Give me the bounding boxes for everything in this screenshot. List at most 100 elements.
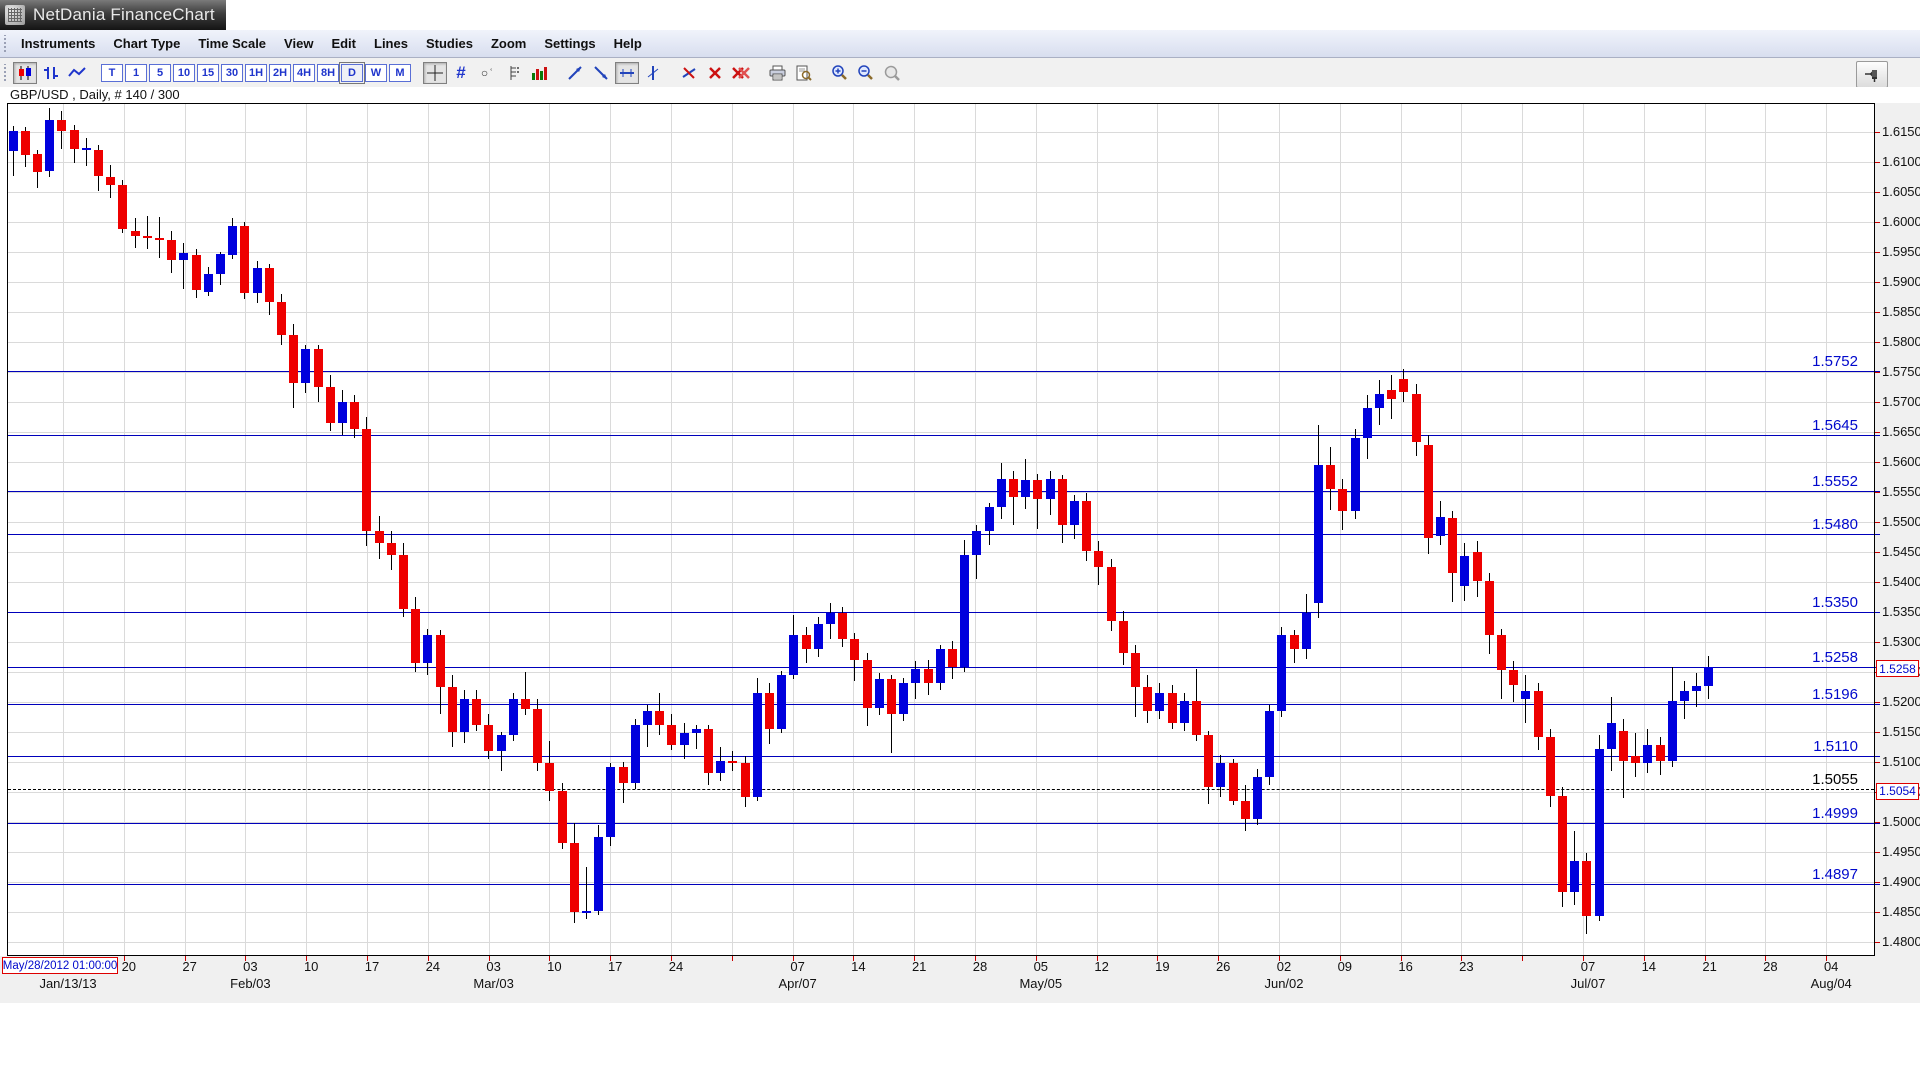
menu-gripper[interactable] [3,35,8,52]
menu-help[interactable]: Help [613,36,642,51]
timeframe-4h-button[interactable]: 4H [293,63,315,82]
candle [752,693,762,797]
timeframe-2h-button[interactable]: 2H [269,63,291,82]
price-axis-tick [1875,462,1880,464]
price-axis-tick [1875,822,1880,824]
menu-studies[interactable]: Studies [425,36,473,51]
price-axis-label: 1.5800 [1882,334,1920,350]
price-level-label: 1.5055 [1812,771,1858,789]
vertical-line-button[interactable] [641,62,665,84]
time-gridline [671,104,672,955]
candle-wick [85,138,87,166]
toolbar-gripper[interactable] [3,64,8,81]
price-level-axis-tick [1875,490,1880,492]
candle [398,555,408,610]
price-level-label: 1.5196 [1812,686,1858,704]
time-axis-day-label: 14 [1641,959,1657,974]
price-gridline [8,582,1874,584]
print-button[interactable] [765,62,789,84]
ohlc-chart-button[interactable] [39,62,63,84]
price-axis-tick [1875,552,1880,554]
menu-chart-type[interactable]: Chart Type [113,36,181,51]
zoom-reset-button[interactable] [879,62,903,84]
timeframe-30m-button[interactable]: 30 [221,63,243,82]
timeframe-15m-button[interactable]: 15 [197,63,219,82]
candle [1191,700,1201,735]
horizontal-line-button[interactable] [615,61,639,84]
price-level-axis-tick [1875,612,1880,614]
price-gridline [8,492,1874,494]
price-level-line [8,789,1874,791]
price-axis[interactable]: 1.6150 1.6100 1.6050 1.6000 1.5950 1.5900 1.58… [1875,103,1920,957]
candle [1252,777,1262,820]
menu-view[interactable]: View [284,36,314,51]
delete-all-button[interactable] [729,62,753,84]
candle [1338,489,1348,512]
degrees-button[interactable]: ○ ʿ [475,62,499,84]
time-gridline [63,104,64,955]
time-axis-tick [488,956,490,961]
candle [581,910,591,913]
timeframe-5m-button[interactable]: 5 [149,63,171,82]
price-axis-label: 1.5100 [1882,754,1920,770]
timeframe-1m-button[interactable]: 1 [125,63,147,82]
trendline-down-button[interactable] [589,62,613,84]
candle [667,724,677,746]
trendline-up-button[interactable] [563,62,587,84]
timeframe-8h-button[interactable]: 8H [317,63,339,82]
menu-instruments[interactable]: Instruments [21,36,96,51]
chart-plot-area[interactable]: 1.5752 1.5645 1.5552 1.5480 1.5350 1.5258 1.51… [7,103,1875,956]
delete-button[interactable] [703,62,727,84]
print-preview-button[interactable] [791,62,815,84]
price-gridline [8,192,1874,194]
candle [899,682,909,714]
timeframe-monthly-button[interactable]: M [389,63,411,82]
time-axis-tick [1400,956,1402,961]
menu-time-scale[interactable]: Time Scale [198,36,267,51]
menu-settings[interactable]: Settings [544,36,596,51]
candle [1240,801,1250,820]
menu-zoom[interactable]: Zoom [490,36,527,51]
price-axis-tick [1875,732,1880,734]
price-axis-label: 1.5700 [1882,394,1920,410]
candle [825,613,835,625]
time-axis-day-label: 27 [182,959,197,974]
time-axis[interactable]: May/28/2012 01:00:00 20 27 03 10 17 24 03 10 17 2… [0,956,1920,1003]
time-axis-day-label: 24 [425,959,441,974]
price-gridline [8,852,1874,854]
price-gridline [8,552,1874,554]
timeframe-daily-button[interactable]: D [339,61,365,84]
price-level-axis-tick [1875,704,1880,706]
print-preview-icon [796,65,812,81]
zoom-out-button[interactable] [853,62,877,84]
candle-wick [1525,675,1527,724]
price-marks-button[interactable] [501,62,525,84]
timeframe-weekly-button[interactable]: W [365,63,387,82]
volume-button[interactable] [527,62,551,84]
menu-lines[interactable]: Lines [374,36,408,51]
grid-button[interactable]: # [449,62,473,84]
timeframe-tick-button[interactable]: T [101,63,123,82]
candlestick-chart-button[interactable] [13,61,37,84]
candle [1496,634,1506,670]
pin-toolbar-button[interactable] [1856,61,1888,88]
price-axis-label: 1.5550 [1882,484,1920,500]
price-axis-label: 1.5900 [1882,274,1920,290]
line-chart-button[interactable] [65,62,89,84]
delete-line-button[interactable] [677,62,701,84]
menu-edit[interactable]: Edit [331,36,356,51]
price-axis-tick [1875,582,1880,584]
candle [1387,390,1397,400]
timeframe-10m-button[interactable]: 10 [173,63,195,82]
zoom-in-button[interactable] [827,62,851,84]
price-axis-label: 1.5650 [1882,424,1920,440]
price-level-label: 1.5258 [1812,649,1858,667]
crosshair-button[interactable] [423,61,447,84]
candle [838,613,848,640]
time-axis-tick [184,956,186,961]
price-axis-label: 1.5600 [1882,454,1920,470]
price-gridline [8,342,1874,344]
price-axis-tick [1875,342,1880,344]
title-bar: NetDania FinanceChart [0,0,1920,30]
timeframe-1h-button[interactable]: 1H [245,63,267,82]
